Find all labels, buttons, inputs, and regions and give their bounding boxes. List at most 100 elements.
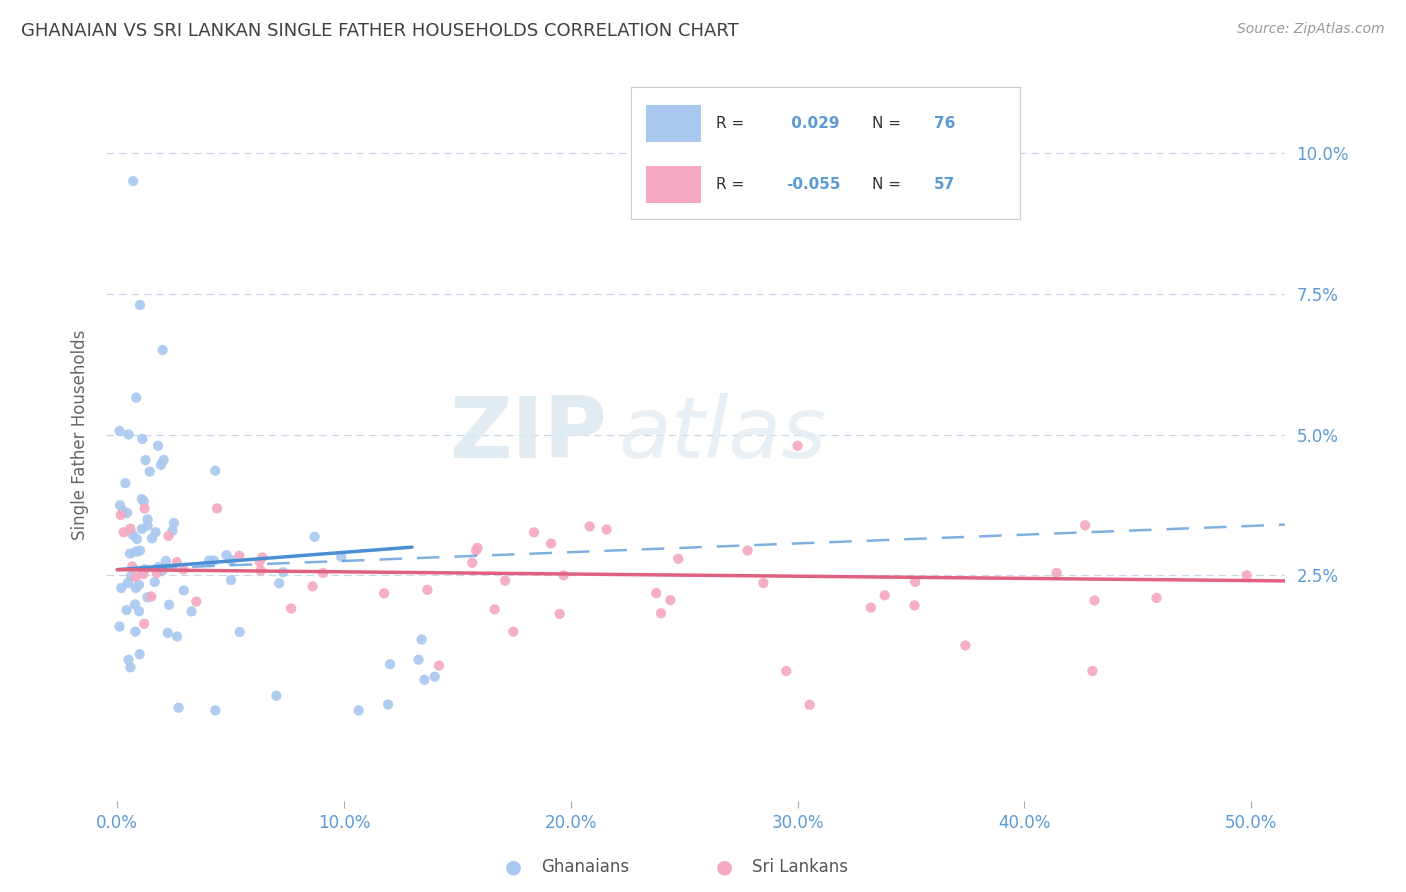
Point [377, 698, 399, 712]
Point [904, 574, 927, 589]
Point [578, 519, 600, 533]
Point [650, 607, 672, 621]
Point [128, 578, 150, 592]
Point [108, 424, 131, 438]
Point [129, 298, 152, 312]
Point [150, 564, 173, 578]
Point [1236, 568, 1258, 582]
Point [163, 516, 186, 530]
Point [659, 593, 682, 607]
Point [304, 530, 326, 544]
Point [128, 604, 150, 618]
Point [540, 536, 562, 550]
Point [145, 566, 167, 580]
Point [120, 569, 142, 583]
Point [134, 562, 156, 576]
Point [786, 439, 808, 453]
Point [330, 549, 353, 564]
Point [112, 504, 135, 518]
Point [124, 624, 146, 639]
Point [1081, 664, 1104, 678]
Point [131, 522, 153, 536]
Point [204, 703, 226, 717]
Point [124, 598, 146, 612]
Point [108, 498, 131, 512]
Point [132, 494, 155, 508]
Point [143, 575, 166, 590]
Point [373, 586, 395, 600]
Text: Ghanaians: Ghanaians [541, 858, 630, 876]
Point [125, 581, 148, 595]
Point [146, 439, 169, 453]
Point [228, 549, 250, 563]
Point [215, 548, 238, 562]
Point [167, 700, 190, 714]
Point [548, 607, 571, 621]
Point [205, 501, 228, 516]
Point [156, 625, 179, 640]
Point [427, 658, 450, 673]
Point [219, 573, 242, 587]
Point [523, 525, 546, 540]
Point [301, 579, 323, 593]
Point [117, 653, 139, 667]
Point [129, 543, 152, 558]
Point [145, 525, 167, 540]
Point [903, 599, 925, 613]
Point [121, 528, 143, 542]
Point [138, 465, 160, 479]
Point [1074, 518, 1097, 533]
Point [134, 501, 156, 516]
Point [249, 564, 271, 578]
Point [266, 689, 288, 703]
Point [269, 576, 291, 591]
Point [799, 698, 821, 712]
Point [347, 703, 370, 717]
Point [378, 657, 401, 672]
Point [204, 464, 226, 478]
Point [312, 566, 335, 580]
Text: Sri Lankans: Sri Lankans [752, 858, 848, 876]
Point [752, 576, 775, 591]
Point [132, 563, 155, 577]
Point [219, 553, 242, 567]
Text: Source: ZipAtlas.com: Source: ZipAtlas.com [1237, 22, 1385, 37]
Point [115, 603, 138, 617]
Y-axis label: Single Father Households: Single Father Households [72, 329, 89, 540]
Point [595, 523, 617, 537]
Point [411, 632, 433, 647]
Point [125, 544, 148, 558]
Point [502, 624, 524, 639]
Point [120, 660, 142, 674]
Point [120, 522, 142, 536]
Point [157, 529, 180, 543]
Point [1146, 591, 1168, 605]
Point [152, 343, 174, 357]
Point [775, 664, 797, 678]
Point [114, 476, 136, 491]
Point [1083, 593, 1105, 607]
Point [122, 174, 145, 188]
Point [408, 653, 430, 667]
Point [228, 625, 250, 640]
Point [413, 673, 436, 687]
Point [125, 391, 148, 405]
Point [252, 550, 274, 565]
Point [465, 543, 488, 558]
Point [136, 591, 159, 605]
Text: ●: ● [505, 857, 522, 877]
Point [152, 453, 174, 467]
Point [141, 590, 163, 604]
Point [149, 458, 172, 472]
Point [121, 559, 143, 574]
Point [125, 532, 148, 546]
Point [155, 554, 177, 568]
Point [955, 639, 977, 653]
Point [198, 553, 221, 567]
Point [135, 453, 157, 467]
Point [280, 601, 302, 615]
Point [172, 562, 194, 576]
Point [180, 604, 202, 618]
Point [737, 543, 759, 558]
Point [110, 508, 132, 522]
